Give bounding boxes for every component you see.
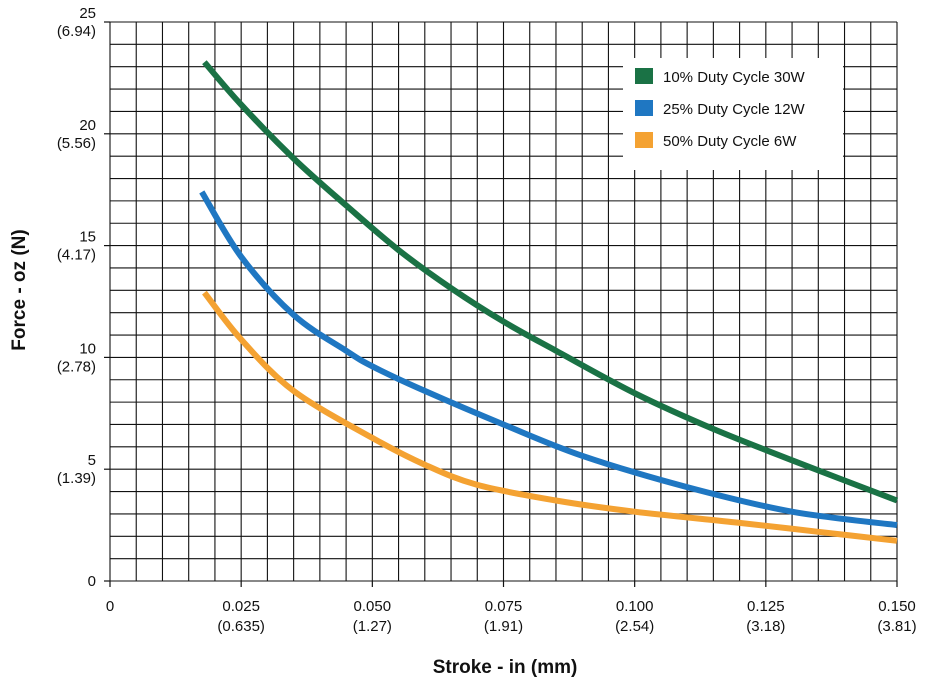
y-tick-label: 25 (79, 5, 96, 22)
y-tick-label: 5 (88, 452, 96, 469)
y-tick-sublabel: (4.17) (57, 247, 96, 264)
legend: 10% Duty Cycle 30W 25% Duty Cycle 12W 50% … (623, 58, 843, 170)
y-tick-label: 15 (79, 229, 96, 246)
legend-box (623, 58, 843, 170)
series-line-1 (202, 60, 899, 504)
y-tick-sublabel: (6.94) (57, 23, 96, 40)
y-tick-label: 0 (88, 573, 96, 590)
series-line-2 (199, 190, 898, 529)
x-tick-label: 0.050 (354, 598, 392, 615)
x-tick-sublabel: (0.635) (217, 618, 265, 635)
legend-swatch (635, 132, 653, 148)
y-tick-sublabel: (5.56) (57, 135, 96, 152)
x-tick-sublabel: (2.54) (615, 618, 654, 635)
x-axis-title: Stroke - in (mm) (433, 657, 578, 678)
y-tick-sublabel: (2.78) (57, 358, 96, 375)
legend-swatch (635, 68, 653, 84)
legend-swatch (635, 100, 653, 116)
x-tick-sublabel: (1.27) (353, 618, 392, 635)
x-tick-label: 0.025 (222, 598, 260, 615)
legend-label: 50% Duty Cycle 6W (663, 133, 797, 150)
y-axis-title: Force - oz (N) (9, 229, 30, 350)
x-tick-sublabel: (3.18) (746, 618, 785, 635)
legend-label: 25% Duty Cycle 12W (663, 101, 806, 118)
x-tick-sublabel: (1.91) (484, 618, 523, 635)
x-tick-label: 0.075 (485, 598, 523, 615)
x-tick-label: 0 (106, 598, 114, 615)
series-lines (199, 60, 899, 544)
y-tick-label: 10 (79, 340, 96, 357)
y-tick-label: 20 (79, 117, 96, 134)
legend-label: 10% Duty Cycle 30W (663, 69, 806, 86)
x-tick-label: 0.125 (747, 598, 785, 615)
y-tick-sublabel: (1.39) (57, 470, 96, 487)
tick-labels: 0 0.025 (0.635) 0.050 (1.27) 0.075 (1.91) 0.100… (57, 5, 917, 635)
x-tick-label: 0.100 (616, 598, 654, 615)
x-tick-sublabel: (3.81) (877, 618, 916, 635)
x-tick-label: 0.150 (878, 598, 916, 615)
axes (104, 21, 898, 587)
series-line-3 (202, 290, 898, 544)
